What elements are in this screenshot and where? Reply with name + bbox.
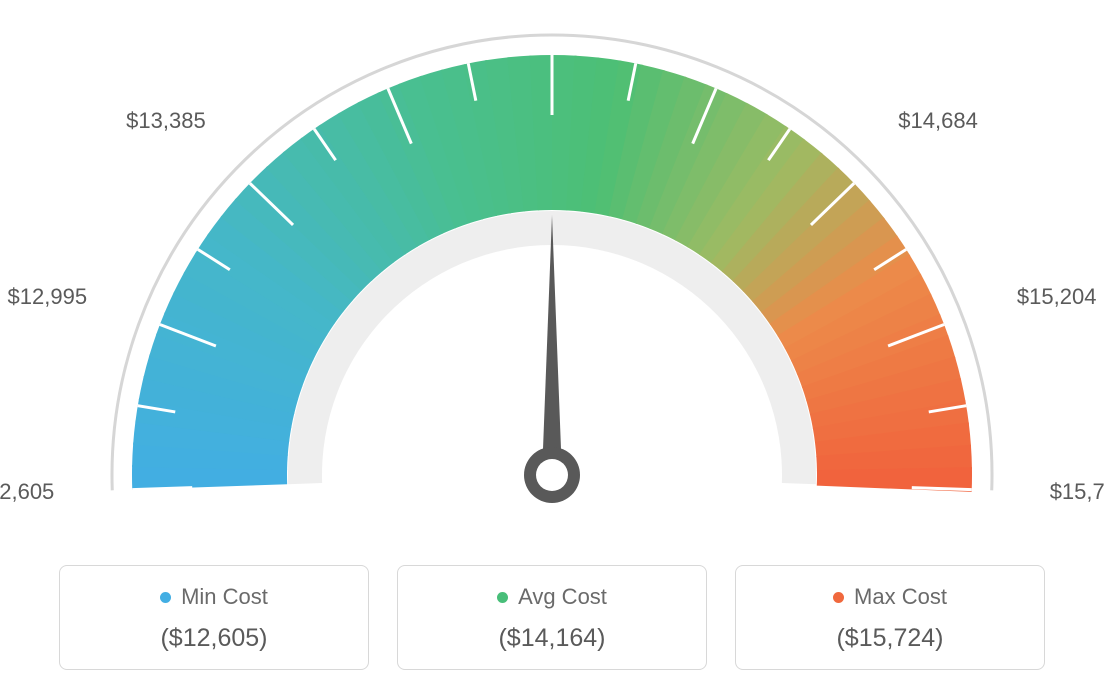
legend-card-max: Max Cost ($15,724) — [735, 565, 1045, 670]
dot-icon — [497, 592, 508, 603]
gauge-chart: $12,605$12,995$13,385$14,164$14,684$15,2… — [0, 0, 1104, 540]
gauge-tick-label: $12,995 — [8, 284, 88, 310]
legend-label: Max Cost — [854, 584, 947, 610]
legend-label: Avg Cost — [518, 584, 607, 610]
gauge-tick-label: $12,605 — [0, 479, 54, 505]
legend-card-avg: Avg Cost ($14,164) — [397, 565, 707, 670]
legend-value-min: ($12,605) — [70, 624, 358, 653]
gauge-tick-label: $14,684 — [898, 108, 978, 134]
legend-value-max: ($15,724) — [746, 624, 1034, 653]
legend-row: Min Cost ($12,605) Avg Cost ($14,164) Ma… — [0, 565, 1104, 670]
gauge-svg — [0, 0, 1104, 540]
dot-icon — [833, 592, 844, 603]
gauge-tick-label: $13,385 — [126, 108, 206, 134]
legend-card-min: Min Cost ($12,605) — [59, 565, 369, 670]
legend-label: Min Cost — [181, 584, 268, 610]
legend-value-avg: ($14,164) — [408, 624, 696, 653]
dot-icon — [160, 592, 171, 603]
gauge-tick-label: $15,724 — [1050, 479, 1104, 505]
legend-title-max: Max Cost — [833, 584, 947, 610]
legend-title-avg: Avg Cost — [497, 584, 607, 610]
gauge-tick-label: $15,204 — [1017, 284, 1097, 310]
legend-title-min: Min Cost — [160, 584, 268, 610]
